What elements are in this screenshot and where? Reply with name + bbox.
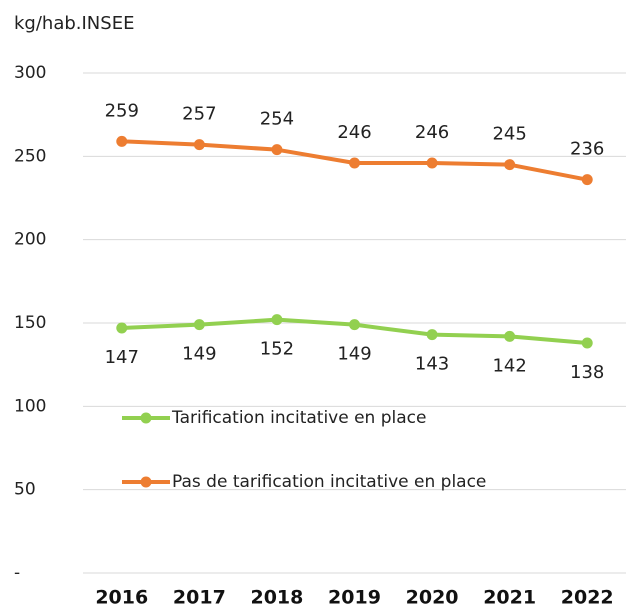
x-tick-label: 2021 [483, 587, 536, 609]
data-label: 259 [105, 100, 139, 121]
point [504, 159, 516, 171]
data-label: 147 [105, 347, 139, 368]
point [581, 337, 593, 349]
y-tick-label: 100 [14, 396, 46, 416]
data-label: 149 [182, 344, 216, 365]
point [349, 319, 360, 331]
legend-label: Tarification incitative en place [171, 408, 426, 428]
data-label: 142 [492, 355, 526, 376]
x-tick-label: 2022 [561, 587, 614, 609]
y-tick-label: 250 [14, 146, 46, 166]
data-label: 143 [415, 354, 449, 375]
y-tick-label: 150 [14, 313, 46, 333]
legend-label: Pas de tarification incitative en place [172, 472, 486, 492]
point [349, 157, 360, 169]
point [581, 174, 593, 186]
y-axis-label: kg/hab.INSEE [14, 13, 134, 34]
point [426, 329, 438, 341]
data-label: 254 [260, 109, 294, 130]
point [193, 319, 205, 331]
point [426, 157, 438, 169]
data-label: 257 [182, 104, 216, 125]
x-tick-label: 2016 [95, 587, 148, 609]
x-tick-label: 2018 [250, 587, 303, 609]
x-tick-label: 2020 [406, 587, 459, 609]
y-tick-label: 50 [14, 480, 36, 500]
point [193, 139, 205, 151]
data-label: 138 [570, 362, 604, 383]
data-label: 246 [415, 122, 449, 143]
data-label: 149 [337, 344, 371, 365]
x-tick-label: 2017 [173, 587, 226, 609]
point [271, 314, 283, 326]
y-tick-label: 200 [14, 230, 46, 250]
point [116, 322, 128, 334]
y-tick-label: - [14, 563, 20, 583]
point [271, 144, 283, 156]
data-label: 236 [570, 139, 604, 160]
legend-marker [140, 412, 152, 424]
legend-marker [140, 476, 152, 488]
data-label: 246 [337, 122, 371, 143]
data-label: 245 [492, 124, 526, 145]
y-tick-label: 300 [14, 63, 46, 83]
x-tick-label: 2019 [328, 587, 381, 609]
point [116, 135, 128, 147]
data-label: 152 [260, 339, 294, 360]
point [504, 330, 516, 342]
